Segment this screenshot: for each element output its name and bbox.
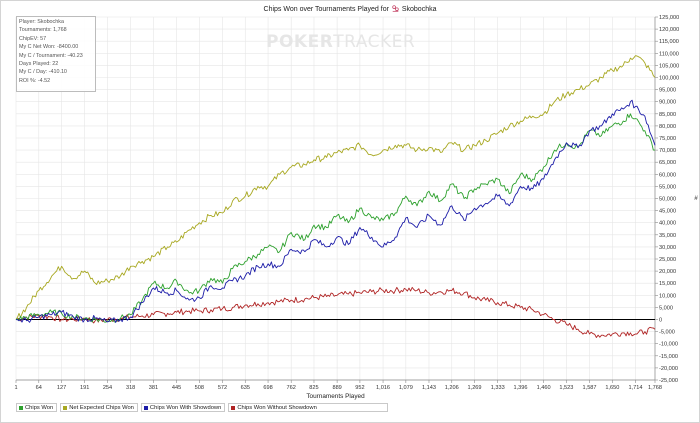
- y-tick-label: 115,000: [659, 39, 679, 45]
- chart-title-prefix: Chips Won over Tournaments Played for: [263, 6, 389, 13]
- legend-label: Chips Won With Showdown: [149, 404, 222, 411]
- player-stats-panel: Player: Skobochka Tournaments: 1,768 Chi…: [16, 16, 96, 92]
- x-tick-label: 1,587: [583, 385, 597, 391]
- y-tick-label: 25,000: [659, 257, 676, 263]
- stat-net-won: My C Net Won: -8400.00: [19, 44, 79, 51]
- chart-legend: Chips Won Net Expected Chips Won Chips W…: [16, 403, 389, 413]
- stat-tournaments: Tournaments: 1,768: [19, 27, 67, 34]
- stat-roi: ROI %: -4.52: [19, 77, 51, 84]
- x-tick-label: 1,206: [445, 385, 459, 391]
- series-line-net-expected-chips-won: [15, 55, 656, 320]
- y-tick-label: 45,000: [659, 209, 676, 215]
- x-tick-label: 127: [57, 385, 66, 391]
- y-tick-label: 10,000: [659, 293, 676, 299]
- y-tick-label: 120,000: [659, 27, 679, 33]
- y-tick-label: 100,000: [659, 76, 679, 82]
- x-tick-label: 889: [332, 385, 341, 391]
- stat-chipev: ChipEV: 57: [19, 35, 47, 42]
- x-tick-label: 698: [263, 385, 272, 391]
- player-group-icon: [392, 5, 399, 12]
- y-tick-label: 85,000: [659, 112, 676, 118]
- y-tick-label: 125,000: [659, 15, 679, 21]
- legend-item-net-expected[interactable]: Net Expected Chips Won: [60, 403, 138, 412]
- y-tick-label: 15,000: [659, 281, 676, 287]
- x-tick-label: 64: [36, 385, 42, 391]
- x-tick-label: 825: [309, 385, 318, 391]
- watermark-left: POKER: [266, 32, 334, 52]
- y-tick-label: -10,000: [659, 342, 678, 348]
- x-tick-label: 254: [103, 385, 112, 391]
- y-tick-label: 80,000: [659, 124, 676, 130]
- x-tick-label: 1,650: [605, 385, 619, 391]
- legend-swatch-icon: [231, 405, 236, 410]
- y-tick-label: 75,000: [659, 136, 676, 142]
- legend-label: Chips Won Without Showdown: [237, 404, 317, 411]
- x-tick-label: 952: [355, 385, 364, 391]
- y-tick-label: -15,000: [659, 354, 678, 360]
- y-tick-label: 90,000: [659, 100, 676, 106]
- legend-item-without-showdown[interactable]: Chips Won Without Showdown: [228, 403, 389, 412]
- y-tick-label: -5,000: [659, 330, 675, 336]
- x-tick-label: 318: [126, 385, 135, 391]
- x-tick-label: 1,768: [648, 385, 662, 391]
- x-tick-label: 1,396: [513, 385, 527, 391]
- y-tick-label: 30,000: [659, 245, 676, 251]
- x-tick-label: 1,079: [399, 385, 413, 391]
- stat-per-day: My C / Day: -410.10: [19, 69, 67, 76]
- y-tick-label: 50,000: [659, 197, 676, 203]
- watermark-right: TRACKER: [333, 32, 416, 52]
- chart-title-player: Skobochka: [401, 6, 437, 13]
- y-tick-label: -25,000: [659, 378, 678, 384]
- y-tick-label: 0: [659, 318, 662, 324]
- x-axis-label: Tournaments Played: [306, 393, 365, 400]
- x-tick-label: 1,333: [491, 385, 505, 391]
- x-tick-label: 1,714: [628, 385, 642, 391]
- stat-player: Player: Skobochka: [19, 19, 64, 25]
- y-tick-label: 35,000: [659, 233, 676, 239]
- chart-title: Chips Won over Tournaments Played for Sk…: [0, 5, 700, 13]
- stat-per-tournament: My C / Tournament: -40.23: [19, 52, 83, 59]
- y-tick-label: 65,000: [659, 160, 676, 166]
- x-tick-label: 381: [149, 385, 158, 391]
- series-line-chips-won-with-showdown: [15, 99, 656, 323]
- x-tick-label: 1: [14, 385, 17, 391]
- legend-label: Chips Won: [25, 404, 54, 411]
- y-tick-label: -20,000: [659, 366, 678, 372]
- y-tick-label: 40,000: [659, 221, 676, 227]
- stat-days-played: Days Played: 22: [19, 61, 59, 68]
- x-tick-label: 445: [172, 385, 181, 391]
- series-line-chips-won-without-showdown: [15, 286, 656, 338]
- y-tick-label: 55,000: [659, 184, 676, 190]
- x-tick-label: 508: [195, 385, 204, 391]
- y-tick-label: 70,000: [659, 148, 676, 154]
- x-tick-label: 1,269: [468, 385, 482, 391]
- legend-swatch-icon: [19, 405, 23, 410]
- x-tick-label: 1,460: [537, 385, 551, 391]
- legend-item-chips-won[interactable]: Chips Won: [16, 403, 58, 412]
- y-axis-label: #: [694, 195, 698, 202]
- legend-swatch-icon: [63, 405, 68, 410]
- y-tick-label: 5,000: [659, 305, 673, 311]
- y-tick-label: 60,000: [659, 172, 676, 178]
- legend-label: Net Expected Chips Won: [69, 404, 134, 411]
- x-tick-label: 572: [218, 385, 227, 391]
- pokertracker-watermark: POKERTRACKER: [266, 32, 415, 52]
- y-tick-label: 110,000: [659, 51, 679, 57]
- y-tick-label: 20,000: [659, 269, 676, 275]
- x-tick-label: 1,523: [559, 385, 573, 391]
- y-tick-label: 105,000: [659, 63, 679, 69]
- x-tick-label: 1,016: [376, 385, 390, 391]
- legend-item-with-showdown[interactable]: Chips Won With Showdown: [140, 403, 226, 412]
- legend-swatch-icon: [143, 405, 148, 410]
- series-line-chips-won: [15, 113, 656, 323]
- y-tick-label: 95,000: [659, 88, 676, 94]
- x-tick-label: 762: [287, 385, 296, 391]
- x-tick-label: 191: [80, 385, 89, 391]
- x-tick-label: 1,143: [422, 385, 436, 391]
- x-tick-label: 635: [241, 385, 250, 391]
